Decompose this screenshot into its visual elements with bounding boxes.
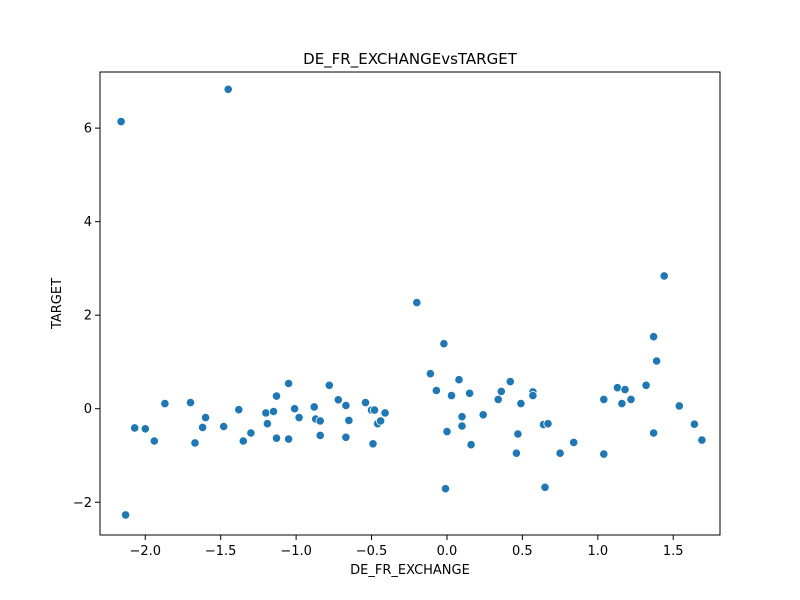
data-point: [439, 339, 449, 349]
data-point: [375, 416, 386, 426]
data-point: [116, 117, 126, 127]
x-axis-label: DE_FR_EXCHANGE: [350, 563, 470, 578]
data-point: [219, 421, 229, 432]
data-point: [689, 419, 700, 429]
data-point: [511, 448, 522, 458]
x-tick-label: −2.0: [129, 544, 161, 559]
data-point: [344, 415, 354, 425]
x-tick-label: 0.0: [437, 544, 458, 559]
data-point: [246, 428, 256, 438]
data-point: [697, 435, 707, 445]
y-tick-label: 4: [84, 215, 92, 230]
data-point: [641, 380, 651, 390]
data-point: [648, 332, 659, 342]
data-point: [268, 406, 279, 417]
data-point: [368, 439, 378, 449]
data-point: [478, 410, 488, 420]
data-point: [190, 438, 200, 448]
data-point: [648, 428, 659, 438]
x-tick-label: −0.5: [356, 544, 388, 559]
data-point: [540, 482, 550, 492]
data-point: [198, 422, 208, 432]
data-point: [440, 484, 451, 494]
data-point: [324, 380, 334, 390]
data-point: [201, 412, 211, 423]
data-point: [555, 448, 565, 458]
data-point: [528, 390, 538, 401]
data-point: [425, 369, 435, 379]
data-point: [380, 408, 390, 418]
data-point: [431, 385, 441, 396]
data-point: [599, 394, 609, 404]
data-point: [130, 423, 140, 433]
data-point: [234, 405, 244, 415]
data-point: [454, 375, 464, 385]
data-point: [442, 426, 452, 437]
data-point: [289, 404, 300, 414]
x-tick-label: −1.0: [280, 544, 312, 559]
data-point: [505, 376, 515, 387]
data-point: [513, 429, 523, 439]
data-point: [315, 430, 325, 440]
data-point: [333, 395, 343, 405]
x-tick-label: 1.0: [587, 544, 608, 559]
y-tick-label: 0: [84, 402, 92, 417]
y-tick-label: 2: [84, 309, 92, 324]
data-point: [412, 297, 422, 308]
data-point: [238, 436, 248, 446]
data-point: [516, 398, 526, 409]
data-point: [223, 84, 233, 94]
x-tick-label: 1.5: [663, 544, 684, 559]
data-point: [309, 402, 319, 412]
data-point: [261, 408, 271, 418]
x-axis: −2.0 −1.5 −1.0 −0.5 0.0 0.5 1.0 1.5: [129, 535, 684, 559]
data-point: [121, 510, 131, 520]
data-point: [496, 386, 506, 396]
data-point: [149, 436, 159, 446]
data-point: [466, 440, 476, 450]
data-point: [294, 412, 304, 423]
data-point: [341, 400, 351, 411]
data-point: [464, 388, 475, 398]
data-point: [185, 397, 196, 408]
data-point: [674, 401, 684, 411]
data-point: [457, 421, 467, 431]
data-point: [341, 432, 351, 442]
y-tick-label: −2: [73, 496, 92, 511]
data-point: [543, 419, 553, 429]
plot-frame: [99, 71, 721, 536]
data-point: [457, 412, 467, 422]
data-point: [262, 419, 272, 429]
data-point: [360, 397, 371, 408]
data-point: [626, 394, 636, 404]
data-point: [369, 405, 380, 415]
chart-title: DE_FR_EXCHANGEvsTARGET: [303, 50, 518, 69]
data-point: [599, 449, 609, 459]
data-point: [283, 378, 294, 389]
data-point: [569, 437, 579, 447]
data-point: [446, 390, 457, 401]
x-tick-label: −1.5: [205, 544, 237, 559]
y-axis-label: TARGET: [50, 278, 65, 330]
data-point: [620, 384, 630, 395]
x-tick-label: 0.5: [512, 544, 533, 559]
data-point: [140, 424, 150, 434]
y-tick-label: 6: [84, 122, 92, 137]
data-point: [493, 394, 503, 404]
data-point: [617, 398, 627, 409]
data-point: [612, 383, 623, 393]
data-point: [651, 356, 662, 366]
data-point: [160, 398, 170, 409]
y-axis: −2 0 2 4 6: [73, 122, 100, 511]
points-layer: [116, 84, 707, 520]
data-point: [315, 416, 325, 426]
data-point: [659, 271, 669, 281]
data-point: [271, 433, 282, 443]
data-point: [283, 434, 294, 444]
data-point: [271, 391, 282, 401]
